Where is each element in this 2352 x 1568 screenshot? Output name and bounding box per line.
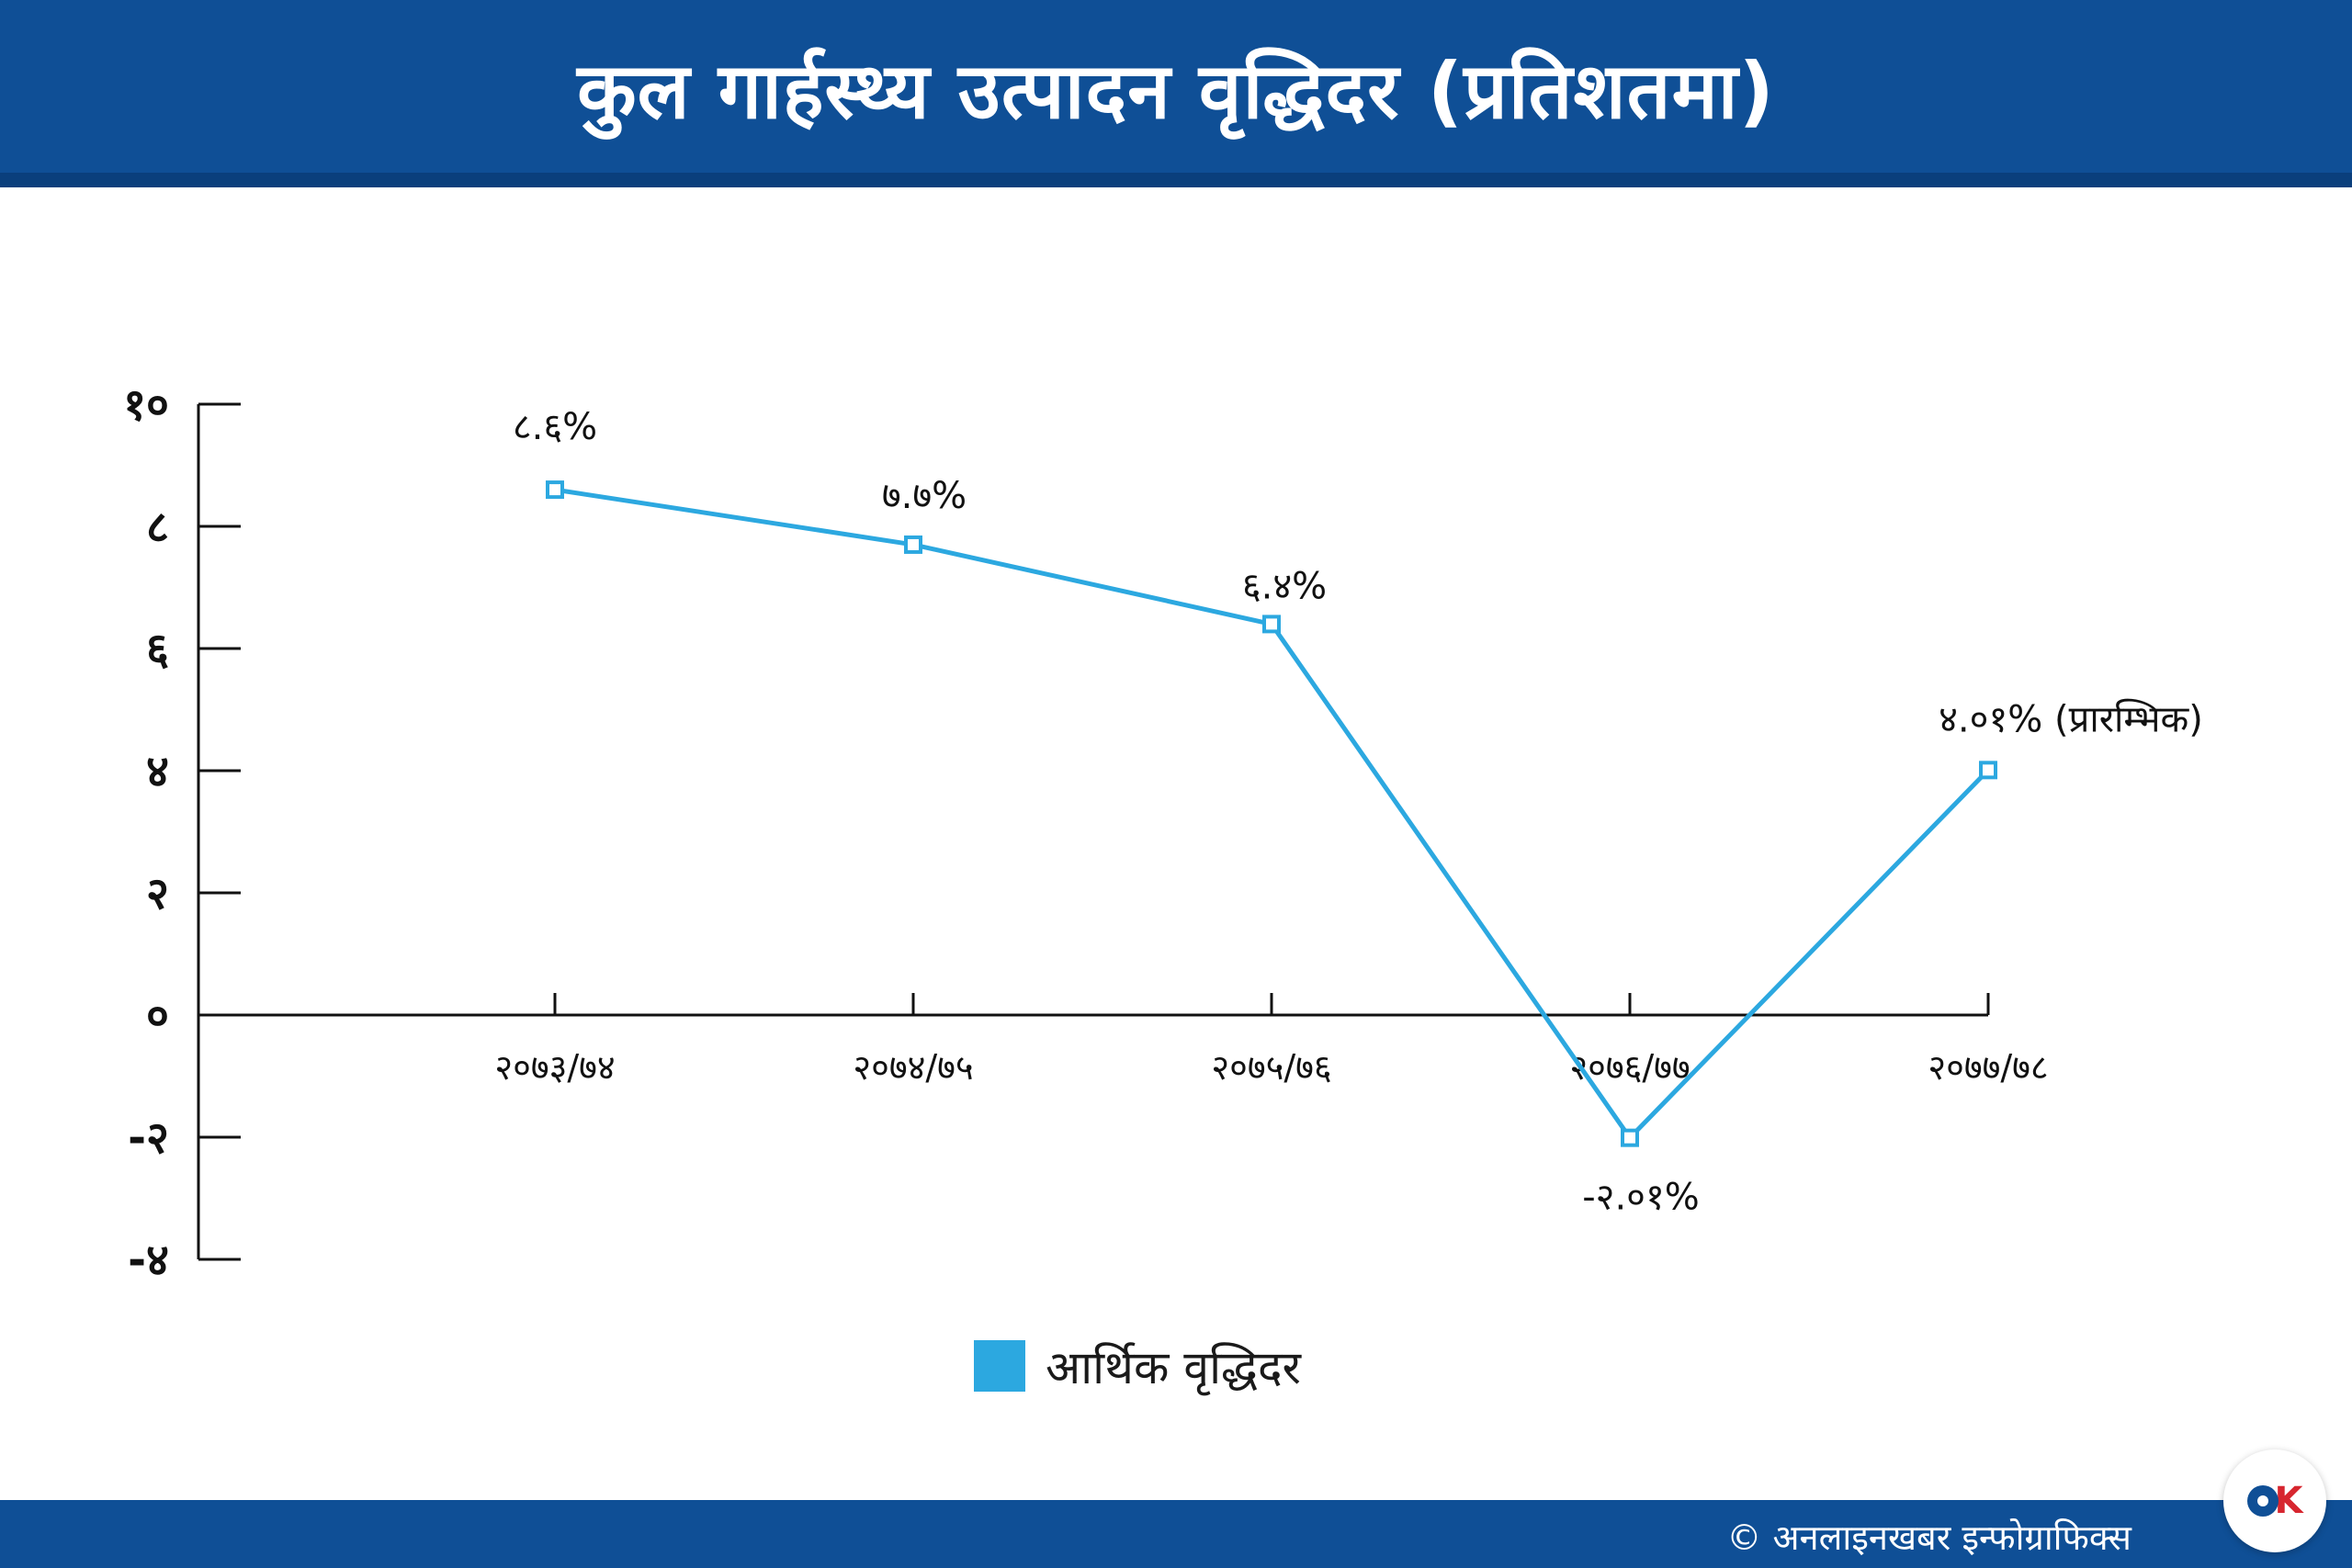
page-title: कुल गार्हस्थ्य उत्पादन वृद्धिदर (प्रतिशत… (577, 45, 1775, 136)
y-tick-label: १० (123, 379, 169, 431)
data-label: -२.०१% (1582, 1177, 1700, 1219)
data-label: ६.४% (1242, 565, 1327, 607)
y-tick-label: -२ (128, 1112, 169, 1164)
logo-o-mark (2246, 1485, 2278, 1517)
data-point-marker (546, 480, 564, 500)
y-tick-label: ४ (146, 746, 169, 797)
logo-k-mark: K (2274, 1480, 2303, 1522)
x-tick-label: २०७३/७४ (494, 1047, 615, 1088)
x-tick-label: २०७४/७५ (853, 1047, 973, 1088)
title-bar: कुल गार्हस्थ्य उत्पादन वृद्धिदर (प्रतिशत… (0, 0, 2352, 187)
x-tick-label: २०७६/७७ (1569, 1047, 1690, 1088)
data-point-marker (1621, 1128, 1639, 1147)
data-point-marker (1979, 761, 1997, 780)
y-tick-label: ० (146, 990, 169, 1042)
x-tick-label: २०७७/७८ (1928, 1047, 2048, 1088)
y-tick-label: २ (146, 868, 169, 919)
x-tick-label: २०७५/७६ (1211, 1047, 1331, 1088)
data-label: ८.६% (513, 406, 597, 448)
legend-label: आर्थिक वृद्धिदर (1046, 1341, 1301, 1394)
footer-bar: © अनलाइनखबर इन्फोग्राफिक्स (0, 1500, 2352, 1568)
y-tick-label: ६ (146, 624, 169, 675)
legend: आर्थिक वृद्धिदर (974, 1337, 1301, 1395)
legend-swatch (974, 1340, 1025, 1392)
footer-credit: © अनलाइनखबर इन्फोग्राफिक्स (1726, 1517, 2132, 1558)
data-point-marker (1262, 615, 1281, 634)
data-label: ७.७% (882, 475, 967, 517)
data-label: ४.०१% (प्रारम्भिक) (1939, 698, 2203, 740)
data-point-marker (904, 535, 922, 554)
onlinekhabar-logo: K (2223, 1450, 2326, 1552)
y-tick-label: ८ (146, 502, 169, 553)
y-tick-label: -४ (128, 1235, 169, 1286)
